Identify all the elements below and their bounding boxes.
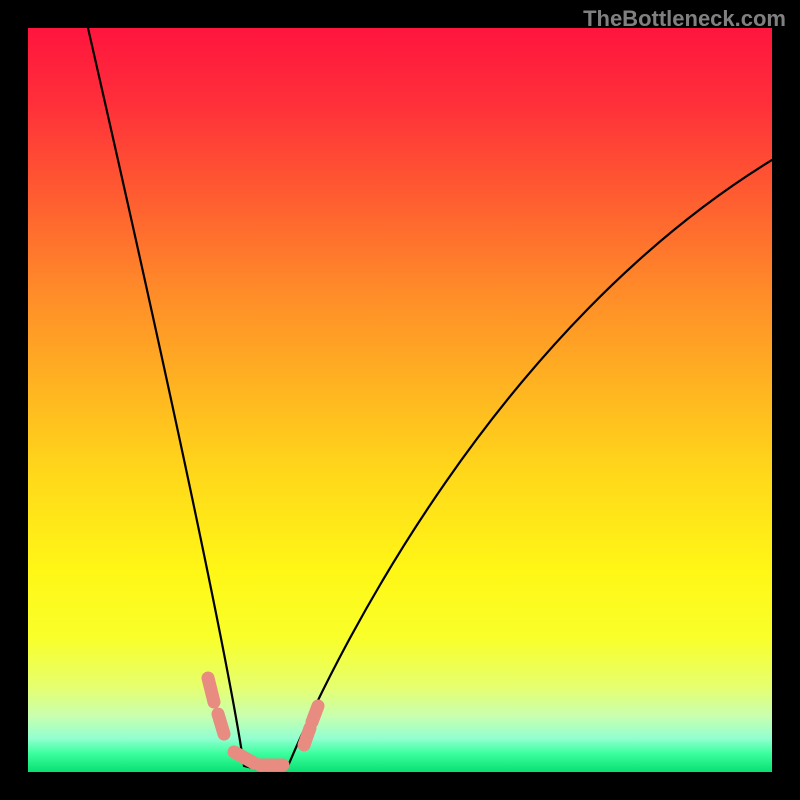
plot-svg <box>28 28 772 772</box>
gradient-bg <box>28 28 772 772</box>
marker-segment <box>218 714 224 734</box>
watermark-text: TheBottleneck.com <box>583 6 786 32</box>
marker-segment <box>208 678 214 702</box>
marker-segment <box>304 728 310 745</box>
marker-segment <box>312 706 318 722</box>
